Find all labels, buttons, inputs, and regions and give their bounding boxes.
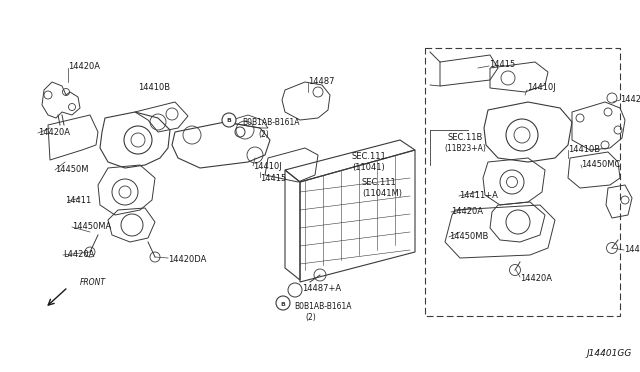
Text: 14420A: 14420A bbox=[68, 62, 100, 71]
Bar bbox=[425, 48, 620, 316]
Text: 14415: 14415 bbox=[260, 174, 286, 183]
Text: B: B bbox=[280, 301, 285, 307]
Text: 14411+A: 14411+A bbox=[459, 191, 498, 200]
Circle shape bbox=[222, 113, 236, 127]
Text: SEC.111: SEC.111 bbox=[362, 178, 397, 187]
Text: 14411: 14411 bbox=[65, 196, 92, 205]
Text: 14487: 14487 bbox=[308, 77, 335, 86]
Text: 14410J: 14410J bbox=[253, 162, 282, 171]
Text: (2): (2) bbox=[258, 130, 269, 139]
Text: 14410B: 14410B bbox=[568, 145, 600, 154]
Text: 14420A: 14420A bbox=[520, 274, 552, 283]
Text: 14420A: 14420A bbox=[620, 95, 640, 104]
Text: 14420A: 14420A bbox=[38, 128, 70, 137]
Text: B0B1AB-B161A: B0B1AB-B161A bbox=[294, 302, 351, 311]
Text: 14487+A: 14487+A bbox=[302, 284, 341, 293]
Text: (2): (2) bbox=[305, 313, 316, 322]
Text: B0B1AB-B161A: B0B1AB-B161A bbox=[242, 118, 300, 127]
Text: 14420A: 14420A bbox=[624, 245, 640, 254]
Circle shape bbox=[276, 296, 290, 310]
Text: SEC.111: SEC.111 bbox=[352, 152, 387, 161]
Text: J14401GG: J14401GG bbox=[587, 349, 632, 358]
Text: (11041M): (11041M) bbox=[362, 189, 402, 198]
Text: 14410B: 14410B bbox=[138, 83, 170, 92]
Text: SEC.11B: SEC.11B bbox=[448, 133, 483, 142]
Text: B: B bbox=[227, 119, 232, 124]
Text: (11B23+A): (11B23+A) bbox=[444, 144, 486, 153]
Text: L4420A: L4420A bbox=[63, 250, 94, 259]
Text: FRONT: FRONT bbox=[80, 278, 106, 287]
Text: 14420A: 14420A bbox=[451, 207, 483, 216]
Text: 14450MC: 14450MC bbox=[581, 160, 620, 169]
Text: (11041): (11041) bbox=[352, 163, 385, 172]
Text: 14450M: 14450M bbox=[55, 165, 88, 174]
Text: 14410J: 14410J bbox=[527, 83, 556, 92]
Text: 14420DA: 14420DA bbox=[168, 255, 206, 264]
Text: 14450MA: 14450MA bbox=[72, 222, 111, 231]
Text: 14450MB: 14450MB bbox=[449, 232, 488, 241]
Text: 14415: 14415 bbox=[489, 60, 515, 69]
